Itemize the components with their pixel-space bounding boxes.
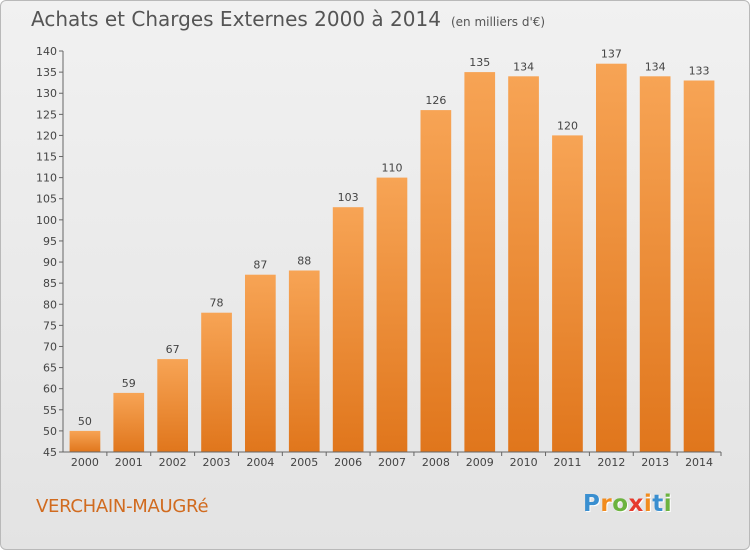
logo-letter: r [600, 491, 613, 517]
value-label-2002: 67 [166, 343, 180, 356]
x-tick-2002: 2002 [159, 456, 187, 469]
logo-letter: o [612, 491, 629, 517]
x-tick-2000: 2000 [71, 456, 99, 469]
y-tick-135: 135 [36, 66, 57, 79]
bar-2004 [245, 274, 276, 452]
value-label-2010: 134 [513, 60, 534, 73]
bar-2005 [288, 270, 320, 452]
y-tick-75: 75 [43, 319, 57, 332]
y-tick-120: 120 [36, 129, 57, 142]
bar-2001 [113, 392, 145, 452]
bar-2009 [464, 72, 496, 452]
value-label-2011: 120 [557, 119, 578, 132]
x-tick-2005: 2005 [290, 456, 318, 469]
x-tick-2012: 2012 [597, 456, 625, 469]
bar-2013 [639, 76, 671, 453]
value-label-2008: 126 [425, 94, 446, 107]
x-tick-2008: 2008 [422, 456, 450, 469]
logo-letter: x [628, 491, 644, 517]
y-tick-140: 140 [36, 45, 57, 58]
y-tick-100: 100 [36, 214, 57, 227]
value-label-2007: 110 [382, 162, 403, 175]
x-tick-2004: 2004 [246, 456, 274, 469]
chart-subtitle: (en milliers d'€) [450, 15, 546, 29]
value-label-2001: 59 [122, 377, 136, 390]
logo-letter: t [652, 491, 664, 517]
y-tick-55: 55 [43, 404, 57, 417]
value-label-2012: 137 [601, 48, 622, 61]
y-tick-130: 130 [36, 87, 57, 100]
y-tick-125: 125 [36, 108, 57, 121]
value-label-2003: 78 [210, 297, 224, 310]
chart-title: Achats et Charges Externes 2000 à 2014 (e… [31, 7, 545, 31]
x-tick-2007: 2007 [378, 456, 406, 469]
value-label-2000: 50 [78, 415, 92, 428]
x-tick-2013: 2013 [641, 456, 669, 469]
value-label-2009: 135 [469, 56, 490, 69]
bar-2014 [683, 80, 715, 452]
y-tick-85: 85 [43, 277, 57, 290]
y-tick-105: 105 [36, 193, 57, 206]
value-label-2005: 88 [297, 254, 311, 267]
bar-2007 [376, 177, 408, 452]
y-tick-95: 95 [43, 235, 57, 248]
x-tick-2009: 2009 [466, 456, 494, 469]
y-tick-65: 65 [43, 362, 57, 375]
value-label-2004: 87 [253, 259, 267, 272]
x-tick-2006: 2006 [334, 456, 362, 469]
bar-2008 [420, 110, 452, 452]
x-tick-2011: 2011 [553, 456, 581, 469]
y-tick-45: 45 [43, 446, 57, 459]
x-tick-2010: 2010 [510, 456, 538, 469]
chart-title-text: Achats et Charges Externes 2000 à 2014 [31, 7, 441, 31]
y-tick-70: 70 [43, 340, 57, 353]
bar-2002 [157, 359, 188, 452]
y-tick-115: 115 [36, 151, 57, 164]
commune-name: VERCHAIN-MAUGRé [36, 496, 209, 517]
bar-2012 [596, 63, 627, 452]
logo-letter: i [643, 491, 653, 517]
y-tick-50: 50 [43, 425, 57, 438]
bar-2006 [332, 207, 364, 452]
x-tick-2014: 2014 [685, 456, 713, 469]
logo-letter: i [663, 491, 673, 517]
x-tick-2001: 2001 [115, 456, 143, 469]
y-tick-80: 80 [43, 298, 57, 311]
logo-letter: P [583, 491, 601, 517]
y-tick-110: 110 [36, 172, 57, 185]
bar-2010 [508, 76, 539, 453]
bar-2000 [69, 430, 101, 452]
bar-2003 [201, 312, 232, 452]
value-label-2006: 103 [338, 191, 359, 204]
x-tick-2003: 2003 [203, 456, 231, 469]
value-label-2014: 133 [689, 65, 710, 78]
proxiti-logo: Proxiti [583, 491, 672, 517]
y-tick-90: 90 [43, 256, 57, 269]
bar-2011 [552, 135, 583, 452]
value-label-2013: 134 [645, 60, 666, 73]
y-tick-60: 60 [43, 383, 57, 396]
